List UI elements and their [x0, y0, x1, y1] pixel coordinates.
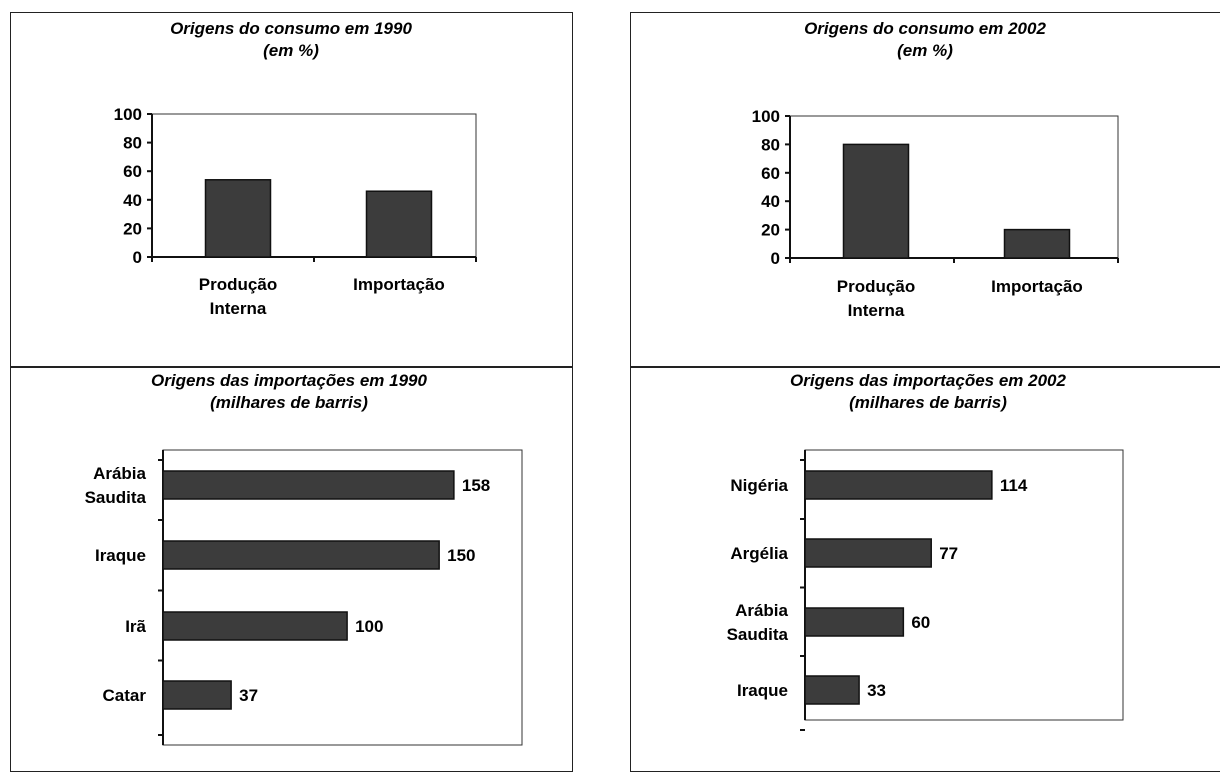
data-label: 37	[239, 686, 258, 705]
y-tick-label: 20	[761, 221, 780, 240]
bar	[842, 143, 910, 259]
data-label: 33	[867, 681, 886, 700]
y-tick-label: 100	[752, 107, 780, 126]
panel-divider-left	[10, 366, 573, 368]
category-label: Nigéria	[730, 476, 788, 495]
y-tick-label: 40	[123, 191, 142, 210]
data-label: 77	[939, 544, 958, 563]
y-tick-label: 0	[133, 248, 142, 267]
data-label: 150	[447, 546, 475, 565]
bar	[365, 190, 433, 258]
chart-title: Origens das importações em 1990	[151, 371, 427, 390]
data-label: 60	[911, 613, 930, 632]
data-label: 114	[1000, 476, 1028, 495]
data-label: 158	[462, 476, 490, 495]
panel-divider-right	[630, 366, 1220, 368]
y-tick-label: 80	[123, 134, 142, 153]
category-label: Produção	[837, 277, 915, 296]
data-label: 100	[355, 617, 383, 636]
category-label: Produção	[199, 275, 277, 294]
category-label: Argélia	[730, 544, 788, 563]
category-label: Saudita	[727, 625, 789, 644]
y-tick-label: 80	[761, 135, 780, 154]
bar	[804, 538, 932, 568]
chart-subtitle: (milhares de barris)	[210, 393, 368, 412]
category-label: Catar	[103, 686, 147, 705]
bar	[162, 611, 348, 641]
category-label: Iraque	[95, 546, 146, 565]
bar	[162, 540, 440, 570]
chart-title: Origens do consumo em 2002	[804, 19, 1046, 38]
category-label: Arábia	[93, 464, 146, 483]
bar	[204, 179, 272, 258]
bar	[804, 607, 905, 637]
bar	[162, 470, 455, 500]
bar	[804, 675, 860, 705]
y-tick-label: 0	[771, 249, 780, 268]
chart-subtitle: (milhares de barris)	[849, 393, 1007, 412]
bar	[804, 470, 993, 500]
y-tick-label: 20	[123, 219, 142, 238]
chart-subtitle: (em %)	[897, 41, 953, 60]
category-label: Arábia	[735, 601, 788, 620]
y-tick-label: 40	[761, 192, 780, 211]
bar	[162, 680, 232, 710]
category-label: Interna	[848, 301, 905, 320]
chart-title: Origens do consumo em 1990	[170, 19, 412, 38]
category-label: Irã	[125, 617, 146, 636]
category-label: Iraque	[737, 681, 788, 700]
y-tick-label: 100	[114, 105, 142, 124]
y-tick-label: 60	[123, 162, 142, 181]
category-label: Importação	[991, 277, 1083, 296]
category-label: Importação	[353, 275, 445, 294]
chart-title: Origens das importações em 2002	[790, 371, 1066, 390]
category-label: Saudita	[85, 488, 147, 507]
bar	[1003, 228, 1071, 259]
category-label: Interna	[210, 299, 267, 318]
chart-subtitle: (em %)	[263, 41, 319, 60]
y-tick-label: 60	[761, 164, 780, 183]
